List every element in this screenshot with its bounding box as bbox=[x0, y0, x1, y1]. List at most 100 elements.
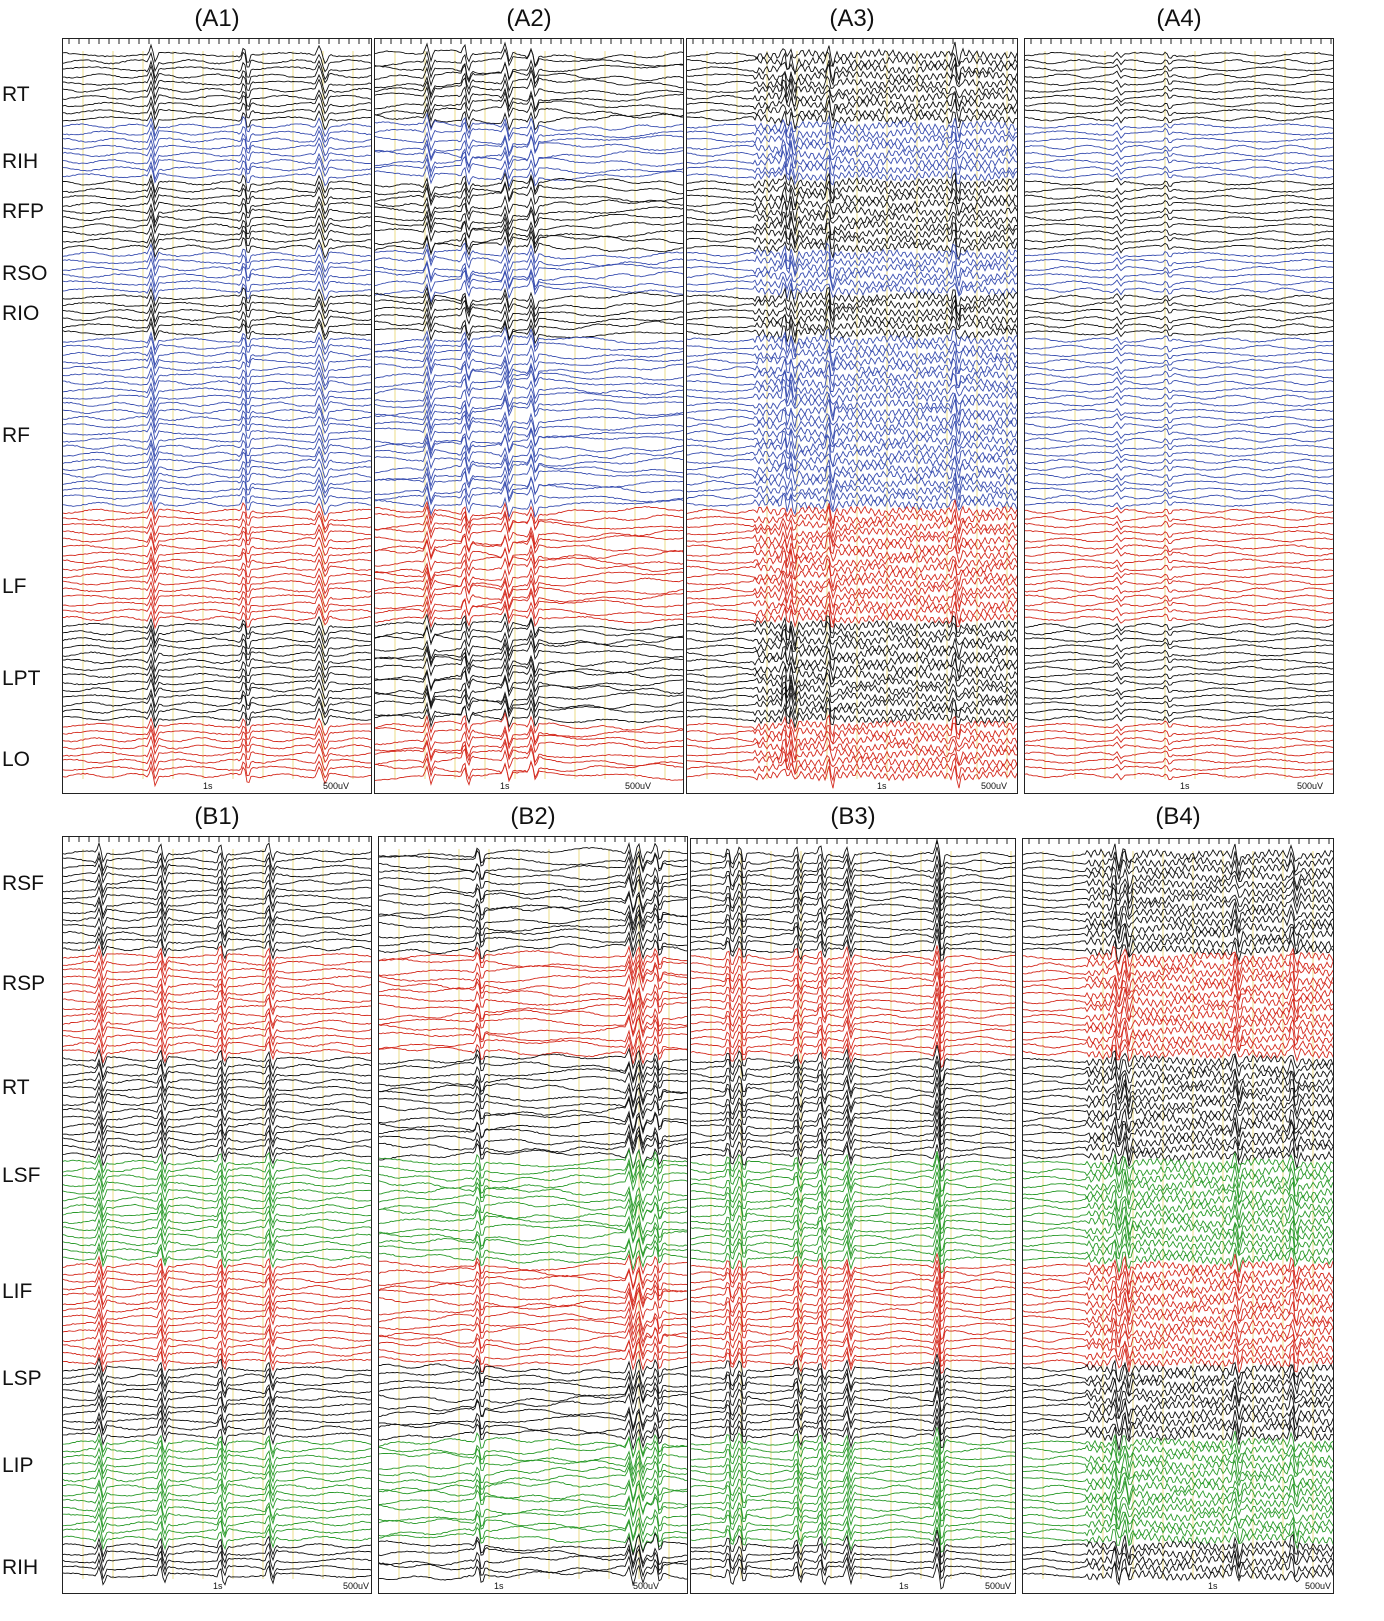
eeg-channel-trace bbox=[1023, 1415, 1333, 1441]
eeg-channel-trace bbox=[63, 331, 371, 352]
eeg-channel-trace bbox=[63, 1337, 371, 1359]
panel-title-a2: (A2) bbox=[506, 5, 552, 32]
eeg-channel-trace bbox=[63, 142, 371, 166]
eeg-channel-trace bbox=[687, 728, 1017, 753]
eeg-channel-trace bbox=[691, 1132, 1015, 1162]
eeg-channel-trace bbox=[379, 1435, 687, 1461]
eeg-channel-trace bbox=[63, 735, 371, 758]
eeg-traces bbox=[379, 837, 687, 1587]
eeg-channel-trace bbox=[63, 1364, 371, 1389]
eeg-channel-trace bbox=[1025, 370, 1333, 380]
channel-label-b-rt: RT bbox=[2, 1076, 30, 1099]
eeg-channel-trace bbox=[691, 1099, 1015, 1128]
eeg-channel-trace bbox=[1023, 1269, 1333, 1295]
eeg-channel-trace bbox=[691, 1033, 1015, 1062]
eeg-channel-trace bbox=[691, 1489, 1015, 1517]
eeg-channel-trace bbox=[375, 363, 683, 387]
eeg-channel-trace bbox=[63, 1002, 371, 1028]
eeg-channel-trace bbox=[379, 1384, 687, 1408]
eeg-channel-trace bbox=[63, 707, 371, 729]
eeg-channel-trace bbox=[687, 514, 1017, 539]
eeg-channel-trace bbox=[375, 556, 683, 583]
eeg-channel-trace bbox=[375, 112, 683, 139]
eeg-channel-trace bbox=[379, 1505, 687, 1529]
eeg-channel-trace bbox=[379, 853, 687, 880]
eeg-channel-trace bbox=[687, 636, 1017, 659]
eeg-channel-trace bbox=[379, 963, 687, 990]
eeg-channel-trace bbox=[687, 178, 1017, 204]
eeg-channel-trace bbox=[1025, 741, 1333, 752]
eeg-channel-trace bbox=[379, 1392, 687, 1417]
eeg-channel-trace bbox=[1025, 356, 1333, 366]
eeg-channel-trace bbox=[379, 1477, 687, 1500]
eeg-channel-trace bbox=[63, 1261, 371, 1285]
eeg-channel-trace bbox=[63, 1255, 371, 1279]
eeg-channel-trace bbox=[1025, 641, 1333, 653]
eeg-channel-trace bbox=[687, 698, 1017, 722]
eeg-channel-trace bbox=[1023, 849, 1333, 876]
eeg-channel-trace bbox=[691, 1055, 1015, 1084]
eeg-channel-trace bbox=[375, 721, 683, 747]
eeg-channel-trace bbox=[375, 320, 683, 345]
time-scale-label: 1s bbox=[899, 1581, 909, 1591]
eeg-channel-trace bbox=[687, 199, 1017, 222]
eeg-channel-trace bbox=[63, 936, 371, 960]
eeg-channel-trace bbox=[375, 242, 683, 265]
eeg-channel-trace bbox=[1025, 676, 1333, 686]
eeg-channel-trace bbox=[1025, 271, 1333, 282]
eeg-channel-trace bbox=[63, 671, 371, 693]
eeg-channel-trace bbox=[687, 570, 1017, 592]
eeg-channel-trace bbox=[63, 950, 371, 975]
eeg-channel-trace bbox=[63, 1416, 371, 1437]
eeg-channel-trace bbox=[1023, 1065, 1333, 1089]
eeg-channel-trace bbox=[1025, 728, 1333, 738]
eeg-channel-trace bbox=[687, 506, 1017, 532]
eeg-channel-trace bbox=[687, 229, 1017, 250]
eeg-channel-trace bbox=[63, 1557, 371, 1581]
eeg-channel-trace bbox=[63, 989, 371, 1013]
eeg-channel-trace bbox=[375, 565, 683, 589]
eeg-channel-trace bbox=[1025, 555, 1333, 568]
eeg-channel-trace bbox=[1025, 307, 1333, 316]
eeg-panel-b3: 1s 500uV bbox=[690, 838, 1016, 1594]
eeg-channel-trace bbox=[1025, 257, 1333, 267]
eeg-channel-trace bbox=[375, 603, 683, 629]
eeg-channel-trace bbox=[691, 1546, 1015, 1574]
eeg-channel-trace bbox=[691, 1188, 1015, 1216]
eeg-channel-trace bbox=[379, 1012, 687, 1035]
eeg-channel-trace bbox=[687, 71, 1017, 93]
channel-label-a-lpt: LPT bbox=[2, 667, 41, 690]
eeg-channel-trace bbox=[1025, 684, 1333, 696]
eeg-channel-trace bbox=[375, 176, 683, 204]
eeg-channel-trace bbox=[379, 1278, 687, 1304]
eeg-channel-trace bbox=[63, 841, 371, 864]
eeg-channel-trace bbox=[63, 1432, 371, 1455]
amplitude-scale-label: 500uV bbox=[632, 1581, 659, 1591]
eeg-channel-trace bbox=[375, 235, 683, 256]
eeg-channel-trace bbox=[1025, 136, 1333, 146]
eeg-channel-trace bbox=[63, 129, 371, 150]
eeg-channel-trace bbox=[379, 1494, 687, 1519]
eeg-channel-trace bbox=[63, 1196, 371, 1219]
eeg-channel-trace bbox=[691, 928, 1015, 957]
eeg-channel-trace bbox=[691, 1223, 1015, 1253]
eeg-channel-trace bbox=[379, 1532, 687, 1556]
eeg-channel-trace bbox=[379, 892, 687, 916]
eeg-channel-trace bbox=[379, 920, 687, 943]
eeg-channel-trace bbox=[375, 576, 683, 600]
eeg-channel-trace bbox=[63, 185, 371, 206]
eeg-channel-trace bbox=[1025, 534, 1333, 544]
eeg-channel-trace bbox=[63, 1512, 371, 1536]
eeg-channel-trace bbox=[63, 1527, 371, 1551]
eeg-channel-trace bbox=[379, 1481, 687, 1504]
eeg-channel-trace bbox=[63, 1312, 371, 1337]
eeg-channel-trace bbox=[687, 435, 1017, 460]
eeg-channel-trace bbox=[63, 1158, 371, 1182]
eeg-channel-trace bbox=[691, 1415, 1015, 1442]
eeg-channel-trace bbox=[379, 1032, 687, 1058]
eeg-channel-trace bbox=[691, 1202, 1015, 1231]
eeg-channel-trace bbox=[375, 711, 683, 735]
eeg-channel-trace bbox=[375, 698, 683, 724]
eeg-channel-trace bbox=[379, 1071, 687, 1093]
eeg-channel-trace bbox=[691, 1154, 1015, 1183]
